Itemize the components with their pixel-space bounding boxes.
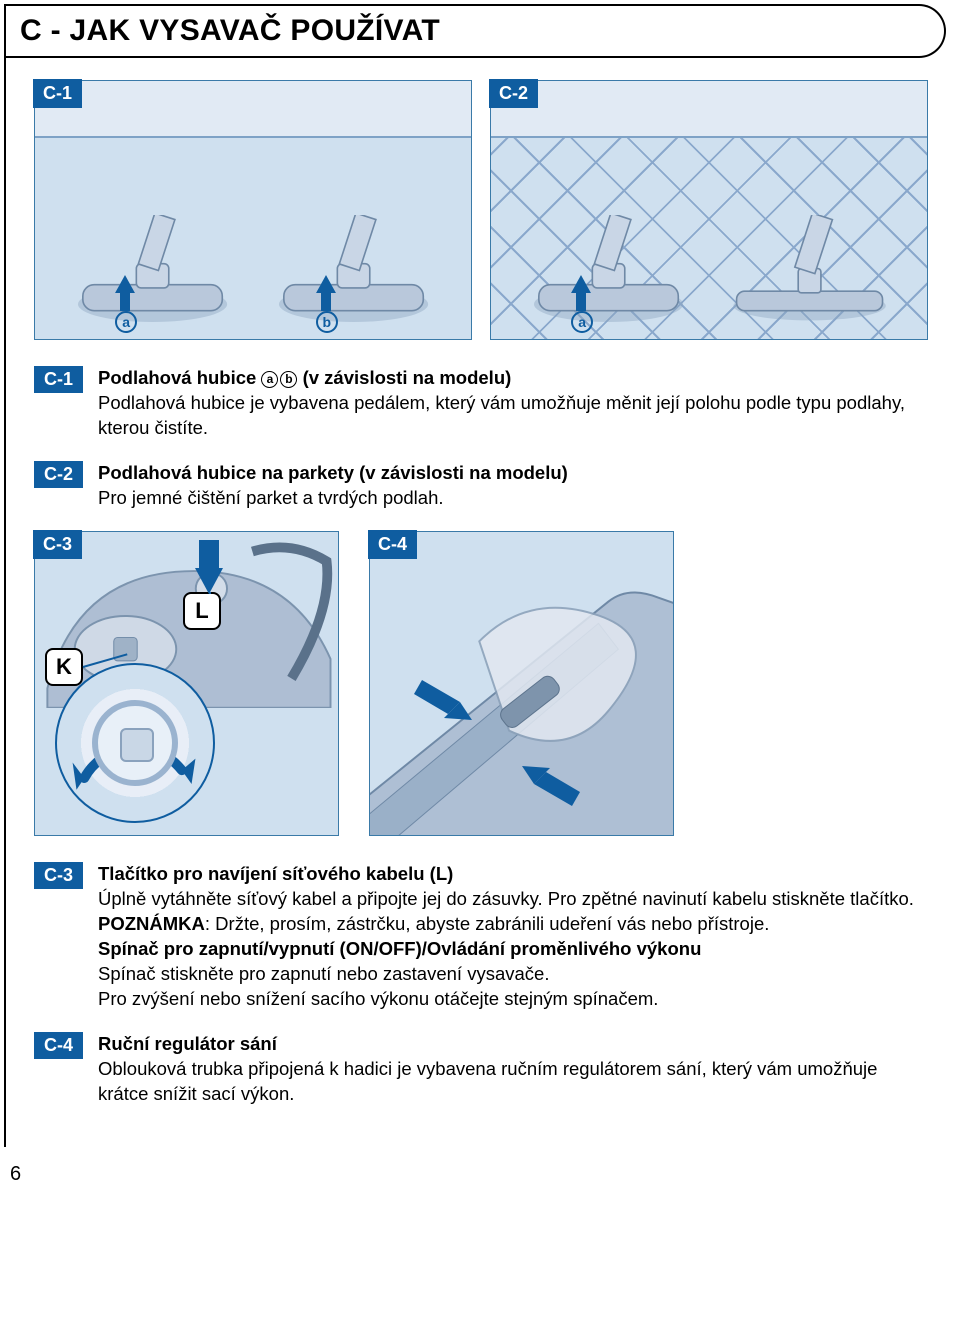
entry-heading: Podlahová hubice na parkety (v závislost… (98, 462, 568, 483)
figure-label: C-1 (33, 79, 82, 108)
arrow-down-icon (195, 568, 223, 594)
pedal-marker-b: b (316, 311, 338, 333)
floor-head-left: a (61, 215, 244, 329)
entry-c2: C-2 Podlahová hubice na parkety (v závis… (34, 461, 928, 511)
figure-c2: C-2 a (490, 80, 928, 340)
figure-c1: C-1 a (34, 80, 472, 340)
heading-prefix: Podlahová hubice (98, 367, 261, 388)
note-label: POZNÁMKA (98, 913, 205, 934)
arrow-stem (576, 293, 586, 311)
heading-suffix: (v závislosti na modelu) (297, 367, 511, 388)
entry-text: Spínač stiskněte pro zapnutí nebo zastav… (98, 963, 549, 984)
floor-head-left: a (517, 215, 700, 329)
entry-text: Pro jemné čištění parket a tvrdých podla… (98, 487, 444, 508)
arrow-stem (120, 293, 130, 311)
arrow-diag-down-icon (414, 672, 474, 732)
circle-a: a (261, 371, 278, 388)
floor-head-right: b (262, 215, 445, 329)
entry-text: Pro zvýšení nebo snížení sacího výkonu o… (98, 988, 658, 1009)
figure-label: C-4 (368, 530, 417, 559)
arrow-up-icon (115, 275, 135, 293)
entry-body: Tlačítko pro navíjení síťového kabelu (L… (98, 862, 914, 1012)
entry-label: C-3 (34, 862, 83, 889)
entry-body: Podlahová hubice ab (v závislosti na mod… (98, 366, 928, 441)
entry-c3: C-3 Tlačítko pro navíjení síťového kabel… (34, 862, 928, 1012)
hose-regulator-illustration (370, 532, 673, 835)
wall-illustration (491, 81, 927, 138)
entry-label: C-2 (34, 461, 83, 488)
section-title: C - JAK VYSAVAČ POUŽÍVAT (20, 14, 930, 48)
arrow-diag-up-icon (516, 750, 580, 814)
pedal-marker-a: a (115, 311, 137, 333)
entry-c1: C-1 Podlahová hubice ab (v závislosti na… (34, 366, 928, 441)
callout-l: L (183, 592, 221, 630)
entry-label: C-1 (34, 366, 83, 393)
figure-c4: C-4 (369, 531, 674, 836)
entry-text: Úplně vytáhněte síťový kabel a připojte … (98, 888, 914, 909)
entry-heading: Ruční regulátor sání (98, 1033, 277, 1054)
page-content: C-1 a (6, 58, 956, 1107)
arrow-up-icon (316, 275, 336, 293)
arrow-stem (199, 540, 219, 568)
entry-subheading: Spínač pro zapnutí/vypnutí (ON/OFF)/Ovlá… (98, 938, 701, 959)
page-number: 6 (10, 1163, 960, 1186)
power-dial-closeup (55, 663, 215, 823)
circle-b: b (280, 371, 297, 388)
entry-c4: C-4 Ruční regulátor sání Oblouková trubk… (34, 1032, 928, 1107)
manual-page: C - JAK VYSAVAČ POUŽÍVAT C-1 a (4, 4, 956, 1147)
entry-body: Podlahová hubice na parkety (v závislost… (98, 461, 568, 511)
figure-row-1: C-1 a (34, 80, 928, 340)
floor-head-right (718, 215, 901, 329)
arrow-stem (321, 293, 331, 311)
pedal-marker-a: a (571, 311, 593, 333)
figure-row-2: C-3 K L (34, 531, 928, 836)
dial-knob (92, 700, 178, 786)
figure-c3: C-3 K L (34, 531, 339, 836)
arrow-up-icon (571, 275, 591, 293)
entry-text: Podlahová hubice je vybavena pedálem, kt… (98, 392, 905, 438)
figure-label: C-2 (489, 79, 538, 108)
note-body: : Držte, prosím, zástrčku, abyste zabrán… (205, 913, 770, 934)
entry-heading: Tlačítko pro navíjení síťového kabelu (L… (98, 863, 453, 884)
section-title-box: C - JAK VYSAVAČ POUŽÍVAT (6, 4, 946, 58)
entry-body: Ruční regulátor sání Oblouková trubka př… (98, 1032, 928, 1107)
wall-illustration (35, 81, 471, 138)
figure-label: C-3 (33, 530, 82, 559)
entry-label: C-4 (34, 1032, 83, 1059)
entry-heading: Podlahová hubice ab (v závislosti na mod… (98, 367, 511, 388)
entry-text: Oblouková trubka připojená k hadici je v… (98, 1058, 877, 1104)
